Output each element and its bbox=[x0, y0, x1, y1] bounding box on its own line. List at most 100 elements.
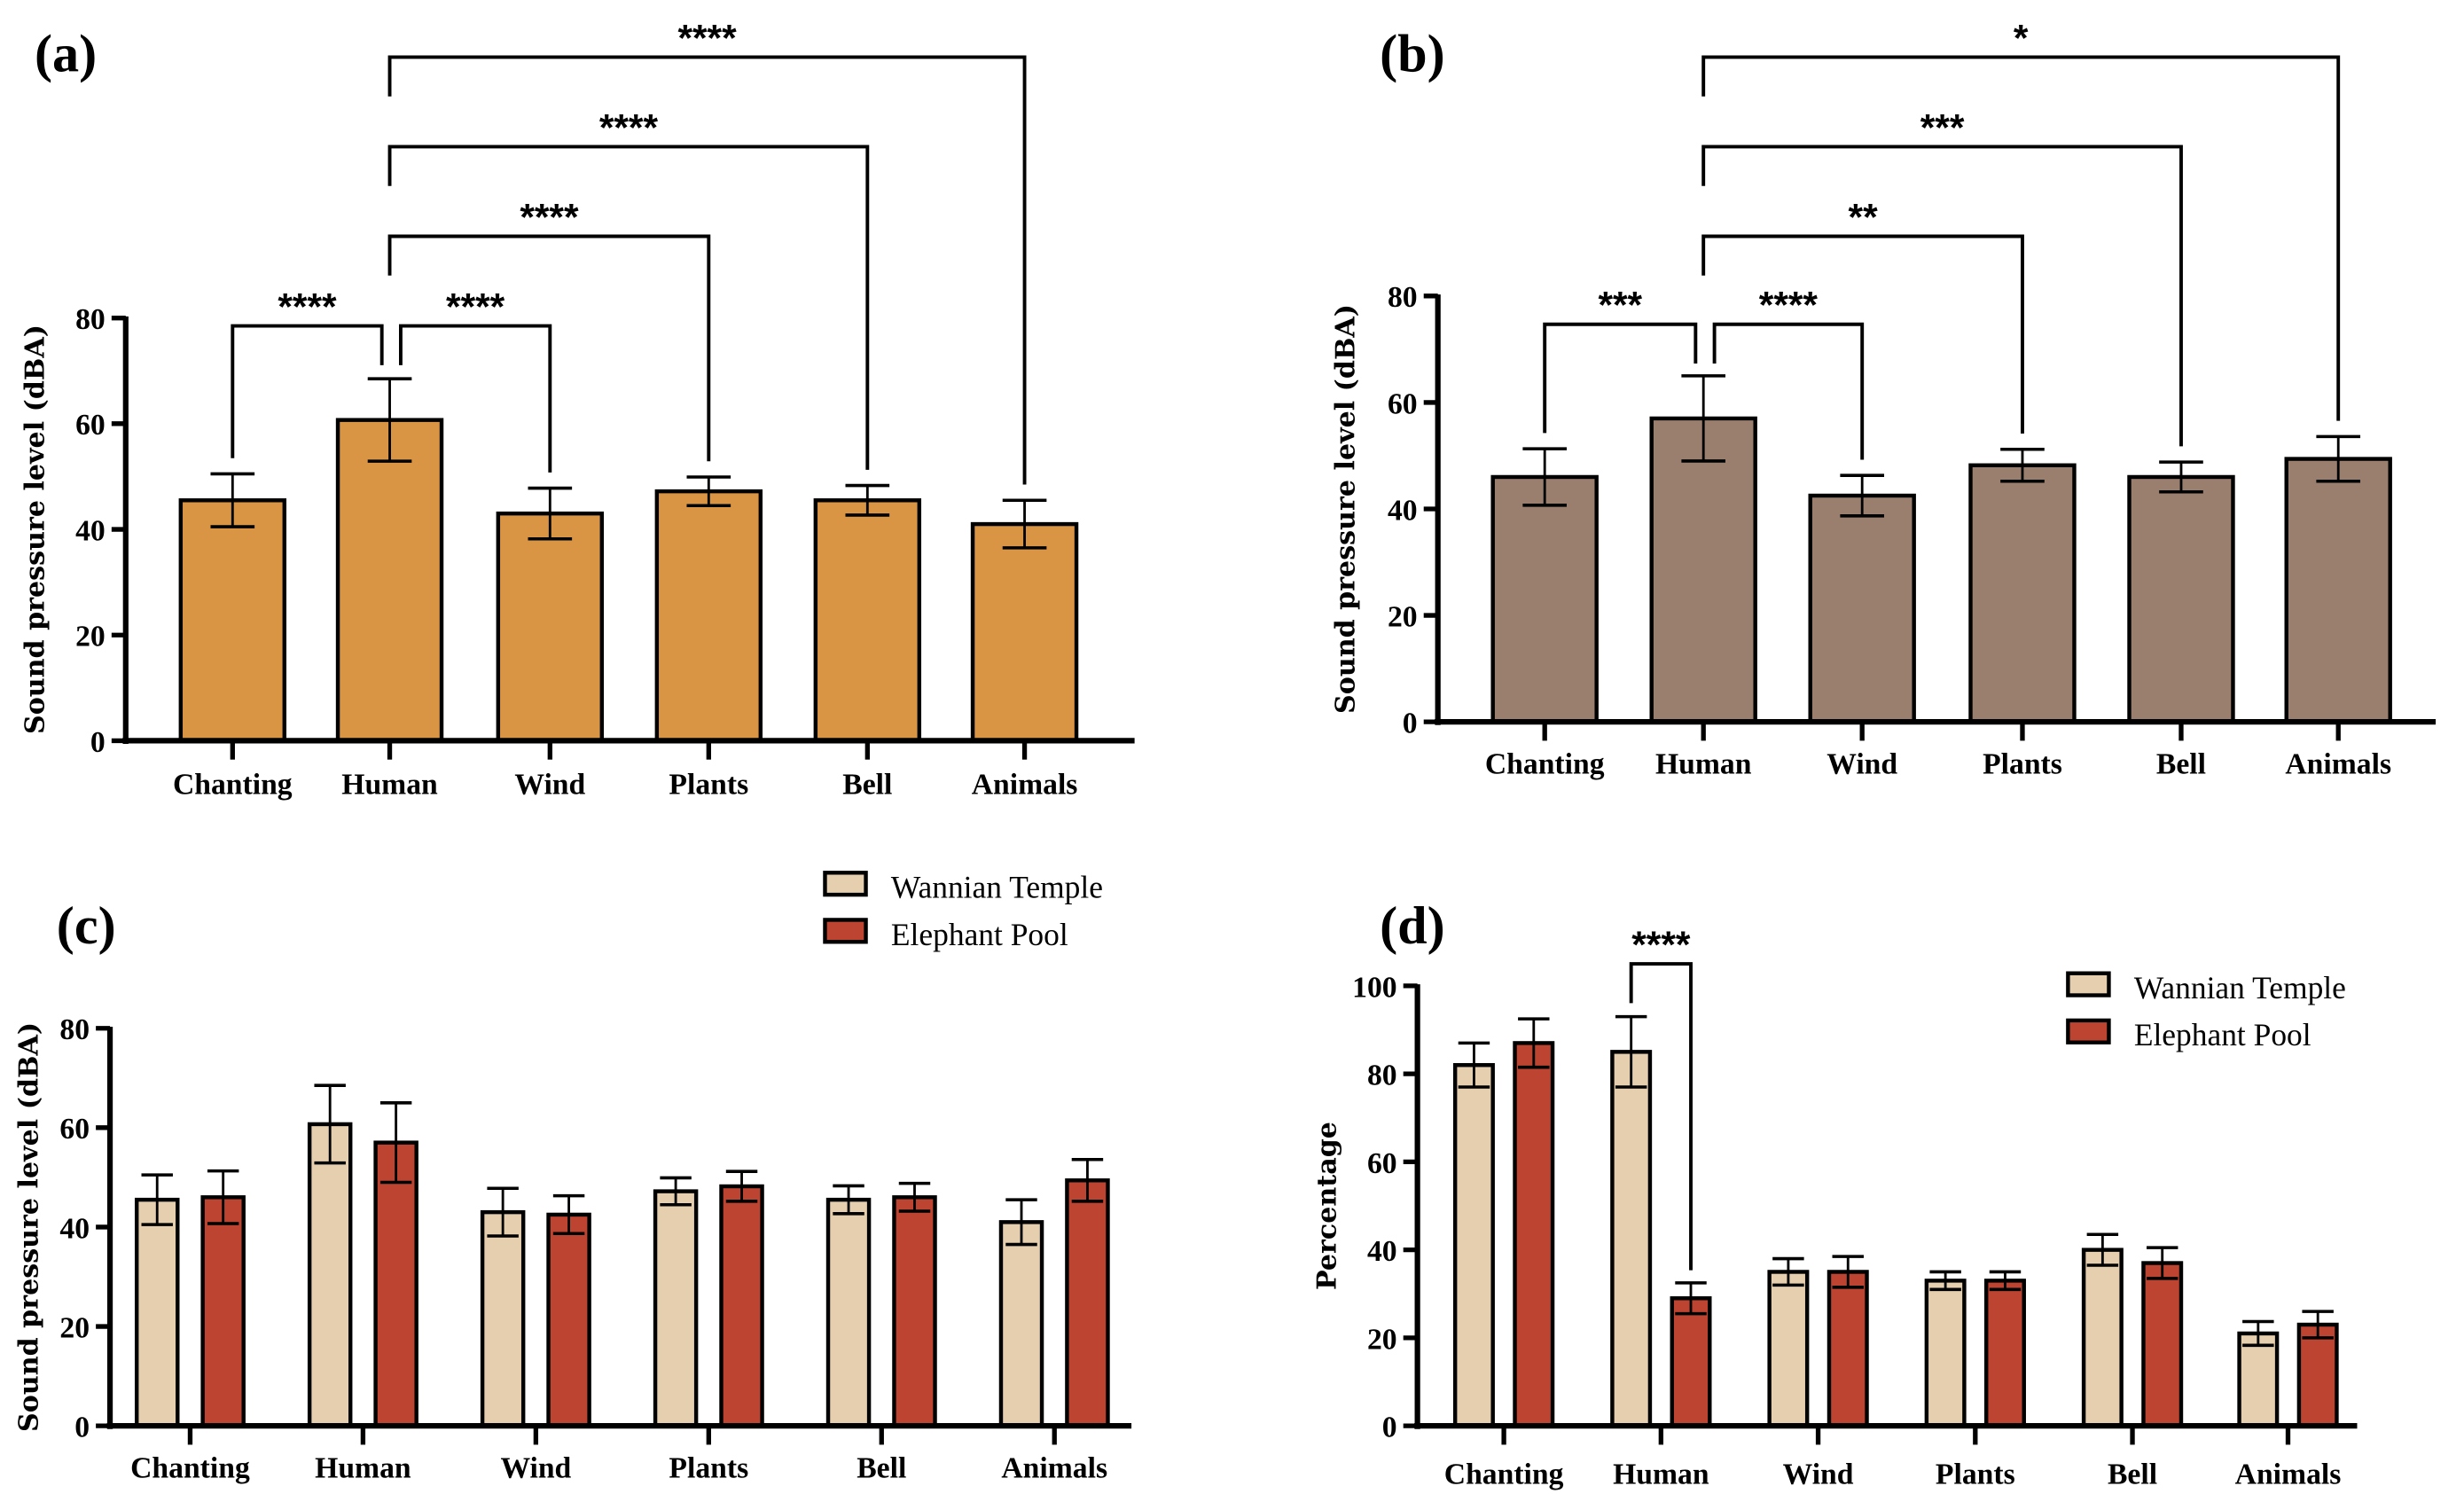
x-tick-label: Animals bbox=[972, 769, 1078, 802]
significance-bracket bbox=[1543, 322, 1698, 434]
y-tick-label: 20 bbox=[1367, 1323, 1397, 1356]
y-tick-label: 0 bbox=[1403, 708, 1418, 740]
panel-label: (d) bbox=[1380, 896, 1445, 956]
significance-bracket bbox=[1629, 962, 1693, 1271]
y-tick-label: 60 bbox=[59, 1113, 90, 1146]
significance-label: **** bbox=[1631, 924, 1691, 966]
legend-swatch bbox=[2066, 1018, 2111, 1044]
bar-wind bbox=[496, 511, 605, 743]
y-tick-label: 100 bbox=[1352, 971, 1396, 1004]
y-tick-label: 60 bbox=[75, 409, 106, 442]
y-axis-label: Sound pressure level (dBA) bbox=[20, 325, 51, 734]
bar-bell bbox=[2127, 474, 2235, 724]
bar-bell-1 bbox=[2141, 1261, 2184, 1428]
x-tick-label: Chanting bbox=[130, 1452, 250, 1485]
x-tick-label: Wind bbox=[1826, 748, 1897, 781]
significance-label: **** bbox=[520, 196, 579, 239]
legend-swatch bbox=[823, 918, 868, 944]
significance-bracket bbox=[1701, 55, 2341, 421]
bar-plants-0 bbox=[1924, 1279, 1967, 1428]
chart-panel-c: (c) Sound pressure level (dBA) 0 20 40 60 80 Ch… bbox=[14, 870, 1132, 1485]
panel-label: (b) bbox=[1380, 24, 1445, 83]
x-tick-label: Chanting bbox=[173, 769, 293, 802]
bar-human-0 bbox=[1610, 1050, 1653, 1428]
chart-panel-a: (a) Sound pressure level (dBA) 0 20 40 60 80 Ch… bbox=[20, 17, 1135, 802]
y-tick-label: 0 bbox=[90, 726, 106, 759]
bar-chanting-1 bbox=[200, 1195, 246, 1428]
bar-wind-0 bbox=[1767, 1270, 1810, 1428]
panel-label: (a) bbox=[35, 24, 97, 83]
bar-wind-1 bbox=[546, 1212, 591, 1428]
x-tick-label: Wind bbox=[1783, 1459, 1854, 1491]
significance-bracket bbox=[398, 324, 552, 473]
y-tick-label: 40 bbox=[75, 514, 106, 547]
significance-label: **** bbox=[1759, 285, 1819, 327]
y-tick-label: 40 bbox=[59, 1212, 90, 1245]
bar-human-1 bbox=[373, 1140, 418, 1428]
bar-human bbox=[1649, 416, 1757, 724]
bar-animals bbox=[2284, 457, 2392, 724]
significance-bracket bbox=[1712, 322, 1865, 460]
x-tick-label: Human bbox=[315, 1452, 411, 1485]
significance-label: **** bbox=[599, 106, 659, 149]
significance-label: **** bbox=[446, 286, 505, 328]
bar-human bbox=[335, 418, 444, 743]
x-tick-label: Plants bbox=[669, 769, 748, 802]
bar-chanting-0 bbox=[134, 1197, 180, 1428]
bar-wind bbox=[1808, 493, 1916, 724]
significance-bracket bbox=[387, 234, 711, 462]
x-tick-label: Wind bbox=[514, 769, 585, 802]
bar-bell bbox=[813, 498, 922, 743]
significance-label: * bbox=[2014, 17, 2029, 59]
bar-wind-0 bbox=[480, 1209, 526, 1428]
x-tick-label: Chanting bbox=[1444, 1459, 1564, 1491]
y-tick-label: 40 bbox=[1367, 1235, 1397, 1268]
legend-label: Elephant Pool bbox=[2134, 1017, 2311, 1052]
y-tick-label: 0 bbox=[74, 1412, 90, 1444]
significance-label: **** bbox=[278, 286, 337, 328]
x-tick-label: Plants bbox=[1936, 1459, 2015, 1491]
bar-animals-1 bbox=[1065, 1178, 1110, 1428]
significance-label: *** bbox=[1598, 285, 1642, 327]
chart-panel-d: (d) Percentage 0 20 40 60 80 100 Chanting Human Wi… bbox=[1311, 896, 2358, 1491]
x-tick-label: Animals bbox=[1001, 1452, 1107, 1485]
legend-swatch bbox=[823, 871, 868, 897]
x-tick-label: Bell bbox=[857, 1452, 906, 1485]
bar-bell-1 bbox=[892, 1195, 937, 1428]
bar-chanting-0 bbox=[1452, 1063, 1495, 1428]
bar-plants-1 bbox=[719, 1184, 764, 1428]
significance-label: ** bbox=[1849, 196, 1879, 239]
bar-plants bbox=[654, 489, 763, 743]
x-tick-label: Plants bbox=[1983, 748, 2062, 781]
bar-animals-1 bbox=[2296, 1322, 2339, 1428]
y-tick-label: 60 bbox=[1388, 387, 1418, 420]
legend-swatch bbox=[2066, 971, 2111, 997]
significance-bracket bbox=[387, 145, 870, 470]
significance-bracket bbox=[387, 55, 1027, 485]
significance-bracket bbox=[231, 324, 384, 458]
bar-chanting bbox=[1490, 474, 1599, 724]
bar-bell-0 bbox=[825, 1197, 872, 1428]
y-tick-label: 60 bbox=[1367, 1147, 1397, 1180]
chart-panel-b: (b) Sound pressure level (dBA) 0 20 40 60 80 Ch… bbox=[1331, 17, 2437, 781]
y-axis-label: Sound pressure level (dBA) bbox=[14, 1022, 45, 1432]
x-tick-label: Human bbox=[341, 769, 438, 802]
bar-animals bbox=[970, 521, 1079, 743]
bar-plants bbox=[1968, 463, 2077, 724]
panel-label: (c) bbox=[57, 896, 116, 956]
x-tick-label: Bell bbox=[2156, 748, 2206, 781]
y-tick-label: 80 bbox=[1388, 281, 1418, 314]
bar-human-1 bbox=[1670, 1296, 1712, 1428]
legend-label: Elephant Pool bbox=[891, 917, 1068, 952]
x-tick-label: Wind bbox=[500, 1452, 571, 1485]
y-tick-label: 20 bbox=[59, 1311, 90, 1344]
y-tick-label: 80 bbox=[75, 303, 106, 336]
y-tick-label: 20 bbox=[75, 621, 106, 653]
bar-plants-0 bbox=[653, 1189, 699, 1428]
bar-chanting bbox=[178, 498, 287, 743]
y-tick-label: 40 bbox=[1388, 494, 1418, 527]
bar-bell-0 bbox=[2081, 1248, 2124, 1428]
x-tick-label: Animals bbox=[2235, 1459, 2342, 1491]
x-tick-label: Plants bbox=[669, 1452, 748, 1485]
